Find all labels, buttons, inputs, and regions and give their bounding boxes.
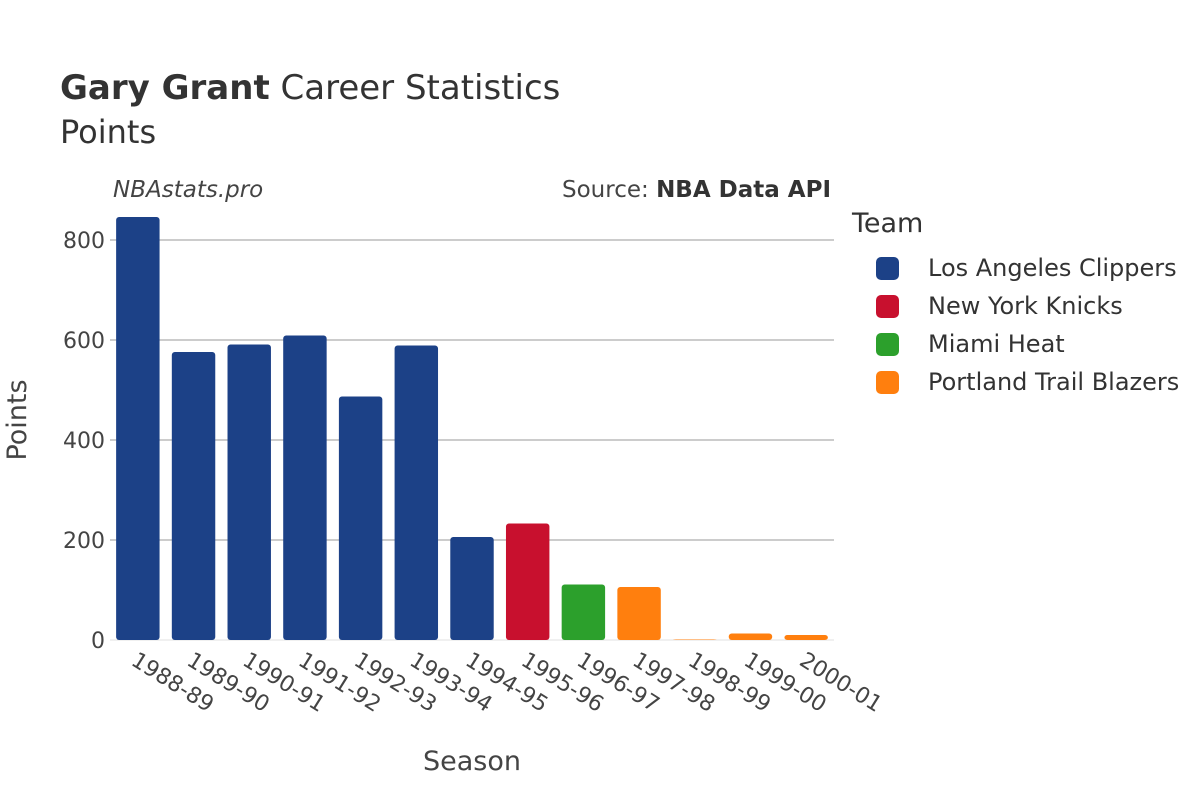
legend-swatch [876, 332, 899, 356]
x-axis-title: Season [423, 746, 521, 777]
title-suffix: Career Statistics [280, 68, 561, 108]
legend-label: Los Angeles Clippers [928, 254, 1177, 282]
legend-items: Los Angeles Clippers New York Knicks Miami… [852, 249, 1179, 401]
legend-title: Team [852, 208, 924, 239]
watermark: NBAstats.pro [113, 177, 264, 203]
legend-label: Miami Heat [928, 330, 1065, 358]
player-name: Gary Grant [60, 68, 270, 108]
legend-item[interactable]: New York Knicks [876, 287, 1179, 325]
y-tick-label: 800 [63, 229, 105, 254]
legend-label: Portland Trail Blazers [928, 368, 1180, 396]
legend-item[interactable]: Portland Trail Blazers [876, 363, 1179, 401]
legend: Team Los Angeles Clippers New York Knicks… [852, 208, 1179, 401]
source-credit: Source: NBA Data API [562, 177, 831, 203]
bar [617, 587, 661, 640]
legend-label: New York Knicks [928, 292, 1123, 320]
bar [116, 217, 160, 640]
bar [505, 523, 550, 640]
bar [171, 352, 216, 640]
y-tick-label: 400 [63, 429, 105, 454]
legend-item[interactable]: Los Angeles Clippers [876, 249, 1179, 287]
source-name: NBA Data API [656, 177, 831, 203]
chart-title: Gary Grant Career Statistics [60, 68, 560, 108]
bar [728, 633, 773, 640]
bar [283, 335, 327, 640]
bar [394, 345, 439, 640]
bar [338, 396, 383, 640]
bar [561, 584, 606, 640]
bar [450, 537, 494, 640]
y-tick-label: 200 [63, 529, 105, 554]
bar [227, 344, 271, 640]
legend-swatch [876, 294, 899, 318]
y-tick-label: 0 [91, 629, 105, 654]
legend-item[interactable]: Miami Heat [876, 325, 1179, 363]
chart-subtitle: Points [60, 113, 157, 151]
legend-swatch [876, 370, 899, 394]
y-axis-title: Points [2, 379, 33, 460]
source-label: Source: [562, 177, 649, 203]
y-tick-label: 600 [63, 329, 105, 354]
legend-swatch [876, 256, 899, 280]
bar [784, 635, 828, 640]
bar [673, 639, 717, 640]
